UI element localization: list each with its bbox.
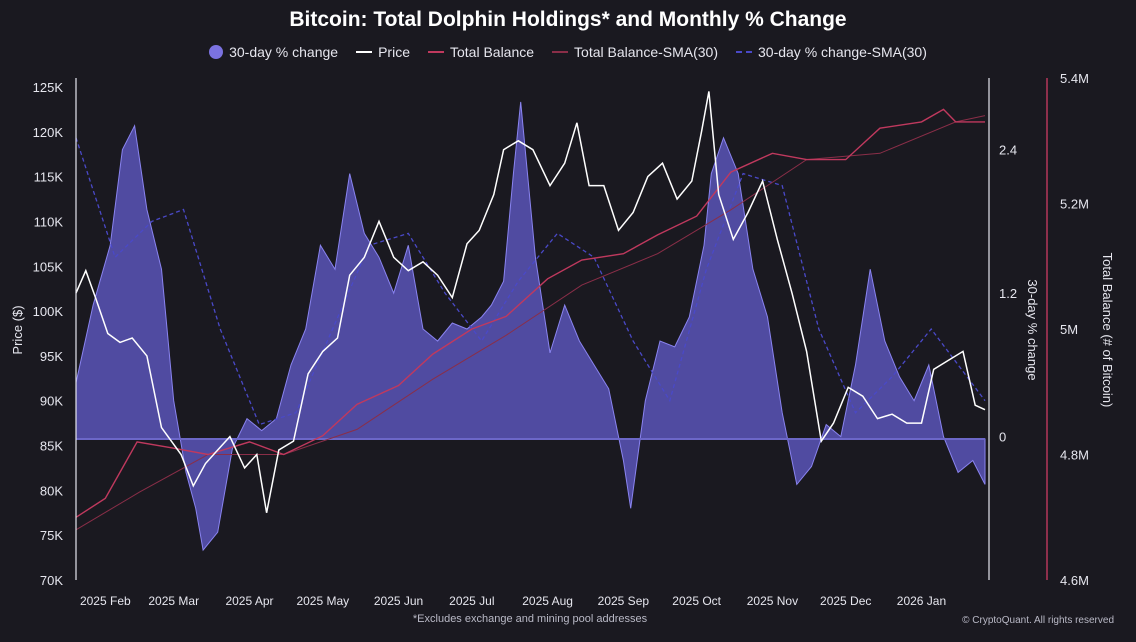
y-right1-tick-label: 2.4 xyxy=(999,143,1017,158)
legend-item-30d-change-sma[interactable]: 30-day % change-SMA(30) xyxy=(736,44,927,60)
series-line-total-balance-sma xyxy=(75,115,986,531)
y-right2-tick-label: 4.6M xyxy=(1060,573,1089,588)
x-tick-label: 2025 Sep xyxy=(598,594,650,608)
y-left-tick-label: 90K xyxy=(40,394,63,409)
x-tick-label: 2025 Jun xyxy=(374,594,423,608)
y-left-tick-label: 85K xyxy=(40,439,63,454)
legend-label-30d-change: 30-day % change xyxy=(229,44,339,60)
legend-label-30d-change-sma: 30-day % change-SMA(30) xyxy=(758,44,927,60)
legend-item-total-balance-sma[interactable]: Total Balance-SMA(30) xyxy=(552,44,718,60)
y-left-tick-label: 110K xyxy=(34,214,64,229)
series-area-30d-change xyxy=(75,101,986,552)
y-right1-tick-label: 1.2 xyxy=(999,286,1017,301)
legend-item-30d-change[interactable]: 30-day % change xyxy=(209,44,338,60)
y-right1-tick-label: 0 xyxy=(999,430,1006,445)
change-area-layer xyxy=(75,101,986,552)
y-right2-tick-label: 5M xyxy=(1060,322,1078,337)
y-left-tick-label: 70K xyxy=(40,573,63,588)
y-right1-axis-label: 30-day % change xyxy=(1025,279,1040,380)
legend-label-total-balance: Total Balance xyxy=(449,44,535,60)
y-left-tick-label: 80K xyxy=(40,483,63,498)
y-left-tick-label: 75K xyxy=(40,528,63,543)
x-tick-label: 2025 Jul xyxy=(449,594,494,608)
x-tick-label: 2025 Aug xyxy=(522,594,573,608)
y-left-tick-label: 125K xyxy=(33,80,64,95)
y-left-axis-label: Price ($) xyxy=(10,305,25,354)
legend-swatch-30d-change-sma xyxy=(736,51,752,53)
footnote: *Excludes exchange and mining pool addre… xyxy=(412,613,648,625)
x-tick-label: 2025 Apr xyxy=(225,594,273,608)
x-tick-label: 2025 Dec xyxy=(820,594,871,608)
x-tick-label: 2025 Mar xyxy=(148,594,199,608)
x-tick-label: 2025 Feb xyxy=(80,594,131,608)
y-left-tick-label: 95K xyxy=(40,349,63,364)
y-right2-axis-label: Total Balance (# of Bitcoin) xyxy=(1100,253,1115,408)
legend-label-total-balance-sma: Total Balance-SMA(30) xyxy=(574,44,718,60)
x-tick-label: 2025 Nov xyxy=(747,594,798,608)
x-tick-label: 2025 Oct xyxy=(672,594,721,608)
y-right2-tick-label: 5.2M xyxy=(1060,197,1089,212)
line-layer xyxy=(75,91,986,531)
legend-swatch-total-balance xyxy=(427,51,444,53)
series-line-30d-change-sma xyxy=(75,137,986,426)
y-left-tick-label: 100K xyxy=(33,304,64,319)
chart-legend: 30-day % change Price Total Balance Tota… xyxy=(0,44,1136,60)
series-line-total-balance xyxy=(75,108,985,518)
series-line-price xyxy=(75,91,986,513)
legend-label-price: Price xyxy=(378,44,410,60)
x-tick-label: 2025 May xyxy=(296,594,349,608)
legend-item-price[interactable]: Price xyxy=(356,44,410,60)
y-right2-tick-label: 5.4M xyxy=(1060,71,1089,86)
y-left-tick-label: 120K xyxy=(33,125,64,140)
legend-swatch-price xyxy=(356,51,373,53)
legend-swatch-30d-change xyxy=(209,45,224,59)
legend-item-total-balance[interactable]: Total Balance xyxy=(427,44,535,60)
y-right2-tick-label: 4.8M xyxy=(1060,448,1089,463)
axes-layer: 70K 75K 80K 85K 90K 95K 100K 105K 110K 115K 120K 12… xyxy=(10,71,1115,608)
credit: © CryptoQuant. All rights reserved xyxy=(962,615,1114,626)
y-left-tick-label: 105K xyxy=(33,259,64,274)
y-left-tick-label: 115K xyxy=(34,170,64,185)
legend-swatch-total-balance-sma xyxy=(552,51,569,53)
chart-title: Bitcoin: Total Dolphin Holdings* and Mon… xyxy=(289,8,847,31)
x-tick-label: 2026 Jan xyxy=(897,594,946,608)
